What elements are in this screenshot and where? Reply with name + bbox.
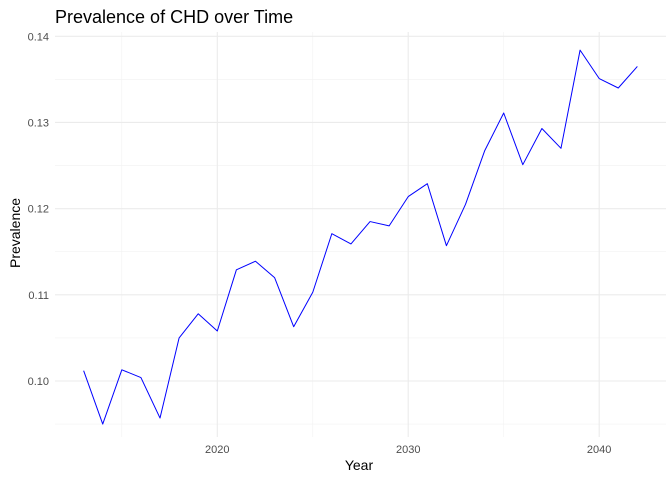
tick-labels: 2020 2030 2040 0.10 0.11 0.12 0.13 0.14	[28, 31, 612, 456]
y-tick-label: 0.14	[28, 31, 49, 43]
x-tick-label: 2040	[587, 444, 611, 456]
x-tick-label: 2020	[205, 444, 229, 456]
grid	[55, 32, 666, 437]
x-tick-label: 2030	[396, 444, 420, 456]
prevalence-line	[83, 49, 638, 425]
chart-title: Prevalence of CHD over Time	[55, 7, 293, 27]
x-axis-title: Year	[345, 457, 374, 473]
y-tick-label: 0.10	[28, 376, 49, 388]
y-tick-label: 0.13	[28, 117, 49, 129]
y-tick-label: 0.11	[28, 290, 49, 302]
series-layer	[83, 49, 638, 425]
y-axis-title: Prevalence	[7, 198, 23, 268]
y-tick-label: 0.12	[28, 204, 49, 216]
